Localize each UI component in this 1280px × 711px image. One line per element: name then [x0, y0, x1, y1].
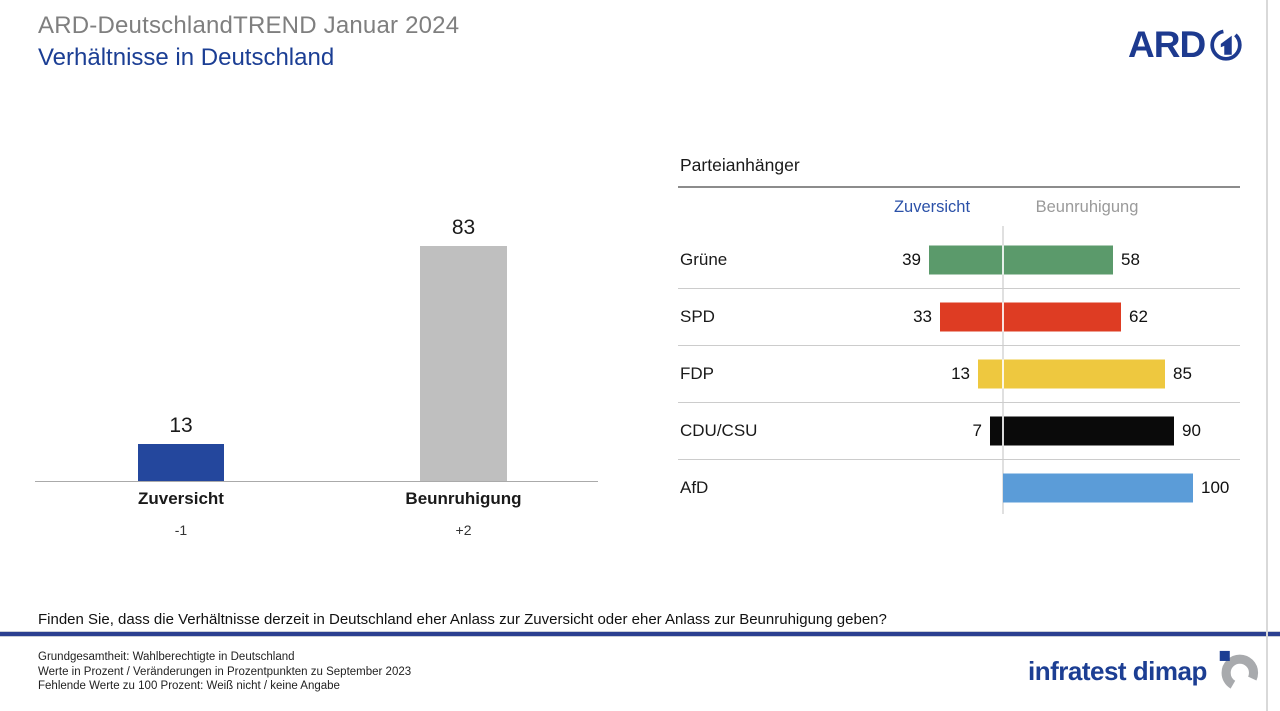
- column-header-beunruhigung: Beunruhigung: [1035, 198, 1139, 216]
- bar-change-label: +2: [455, 522, 472, 538]
- bar-beunruhigung: [420, 246, 507, 481]
- center-axis-gap: [1002, 245, 1004, 275]
- bar-change-label: -1: [174, 522, 188, 538]
- slide-right-border: [1266, 0, 1268, 711]
- footnotes: Grundgesamtheit: Wahlberechtigte in Deut…: [38, 650, 411, 694]
- bottom-divider-line: [0, 631, 1280, 637]
- value-zuversicht: 13: [951, 364, 970, 383]
- survey-supertitle: ARD-DeutschlandTREND Januar 2024: [38, 12, 460, 39]
- bar-value-label: 83: [451, 216, 476, 239]
- bar-category-label: Zuversicht: [138, 489, 224, 508]
- footnote-line: Grundgesamtheit: Wahlberechtigte in Deut…: [38, 651, 295, 663]
- bar-category-label: Beunruhigung: [405, 489, 522, 508]
- party-row: SPD 33 62: [678, 288, 1240, 345]
- footnote-line: Fehlende Werte zu 100 Prozent: Weiß nich…: [38, 680, 340, 692]
- party-label: CDU/CSU: [680, 421, 758, 440]
- main-bar-chart: 13 Zuversicht -1 83 Beunruhigung +2: [0, 0, 640, 560]
- value-beunruhigung: 100: [1201, 478, 1230, 497]
- survey-question: Finden Sie, dass die Verhältnisse derzei…: [38, 611, 887, 628]
- party-table: Parteianhänger Zuversicht Beunruhigung G…: [678, 155, 1240, 516]
- infratest-dimap-logo: infratest dimap: [1028, 648, 1259, 694]
- value-zuversicht: 39: [902, 250, 921, 269]
- party-bar: [940, 302, 1121, 332]
- party-bar: [978, 359, 1165, 389]
- party-bar: [1003, 473, 1193, 503]
- value-zuversicht: 7: [972, 421, 982, 440]
- value-zuversicht: 33: [913, 307, 932, 326]
- center-axis-gap: [1002, 416, 1004, 446]
- party-table-column-headers: Zuversicht Beunruhigung: [678, 188, 1240, 232]
- ard-logo: ARD: [1128, 20, 1244, 70]
- infratest-dimap-text: infratest dimap: [1028, 655, 1207, 686]
- column-header-zuversicht: Zuversicht: [893, 198, 971, 216]
- value-beunruhigung: 62: [1129, 307, 1148, 326]
- value-beunruhigung: 85: [1173, 364, 1192, 383]
- party-bar: [990, 416, 1174, 446]
- party-table-rows: Grüne 39 58 SPD 33 62 FDP 13 85 CDU/CSU 7 90 AfD 100: [678, 226, 1240, 516]
- infratest-dimap-mark-icon: [1219, 650, 1258, 692]
- ard-logo-text: ARD: [1128, 24, 1206, 65]
- party-row: CDU/CSU 7 90: [678, 402, 1240, 459]
- party-table-title: Parteianhänger: [680, 155, 800, 175]
- party-label: FDP: [680, 364, 714, 383]
- center-axis-gap: [1002, 359, 1004, 389]
- party-row: AfD 100: [678, 459, 1240, 516]
- party-row: FDP 13 85: [678, 345, 1240, 402]
- party-label: AfD: [680, 478, 709, 497]
- value-beunruhigung: 58: [1121, 250, 1140, 269]
- party-row: Grüne 39 58: [678, 232, 1240, 288]
- page-title: Verhältnisse in Deutschland: [38, 44, 335, 71]
- ard-das-erste-one-icon: [1210, 29, 1242, 61]
- value-beunruhigung: 90: [1182, 421, 1201, 440]
- bar-zuversicht: [138, 444, 224, 481]
- party-bar: [929, 245, 1113, 275]
- center-axis-gap: [1002, 302, 1004, 332]
- party-label: Grüne: [680, 250, 728, 269]
- footnote-line: Werte in Prozent / Veränderungen in Proz…: [38, 665, 412, 678]
- bar-value-label: 13: [169, 414, 193, 437]
- x-axis-line: [35, 481, 598, 482]
- party-label: SPD: [680, 307, 715, 326]
- party-table-rule: [678, 186, 1240, 188]
